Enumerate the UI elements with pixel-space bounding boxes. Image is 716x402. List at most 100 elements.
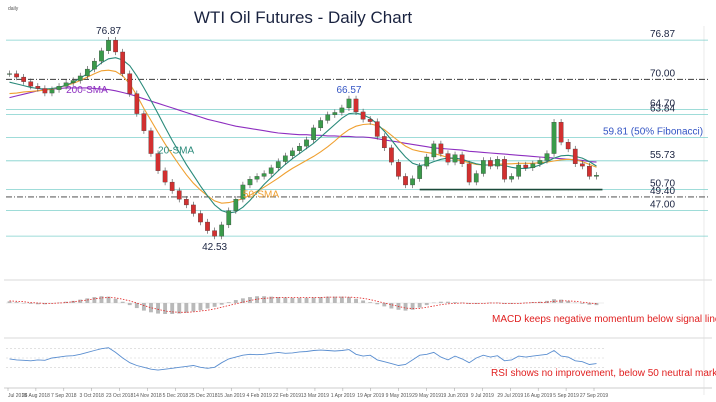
x-tick-label-13: 19 Apr 2019 xyxy=(357,393,384,399)
macd-bar-21 xyxy=(156,303,160,314)
x-tick-label-11: 13 Mar 2019 xyxy=(301,393,329,399)
candle-6 xyxy=(49,89,55,94)
macd-bar-15 xyxy=(113,298,118,303)
candle-2 xyxy=(21,76,27,82)
candle-27 xyxy=(198,213,203,223)
macd-bar-11 xyxy=(85,298,90,303)
macd-bar-33 xyxy=(240,298,245,303)
macd-bar-27 xyxy=(198,303,203,311)
candle-49 xyxy=(353,98,359,113)
x-tick-label-0: Jul 2018 xyxy=(8,393,27,399)
x-tick-label-3: 3 Oct 2018 xyxy=(79,393,104,399)
macd-comment: MACD keeps negative momentum below signa… xyxy=(492,314,716,325)
candle-1 xyxy=(14,73,19,78)
candle-44 xyxy=(318,120,324,129)
candle-22 xyxy=(162,170,168,183)
macd-bar-64 xyxy=(460,302,465,304)
macd-bar-37 xyxy=(269,296,274,303)
macd-bar-62 xyxy=(446,301,450,303)
macd-bar-2 xyxy=(21,303,26,304)
candle-29 xyxy=(212,230,217,237)
macd-bar-5 xyxy=(42,303,47,305)
chart-title: WTI Oil Futures - Daily Chart xyxy=(194,8,412,27)
macd-bar-12 xyxy=(92,297,97,303)
x-tick-label-2: 7 Sep 2018 xyxy=(51,393,77,399)
x-tick-label-4: 23 Oct 2018 xyxy=(106,393,133,399)
macd-bar-76 xyxy=(545,300,549,303)
candle-66 xyxy=(473,173,479,183)
macd-bar-67 xyxy=(481,303,486,304)
candle-26 xyxy=(191,204,196,214)
candle-47 xyxy=(339,107,345,113)
candle-46 xyxy=(332,112,338,115)
level-label-7: 49.40 xyxy=(650,186,675,197)
candle-12 xyxy=(92,60,97,70)
macd-bar-35 xyxy=(255,296,259,303)
x-tick-label-21: 27 Sep 2019 xyxy=(580,393,609,399)
candle-19 xyxy=(141,113,147,131)
macd-bar-42 xyxy=(304,297,309,303)
macd-bar-58 xyxy=(417,303,422,308)
candle-58 xyxy=(417,165,423,179)
candle-52 xyxy=(374,121,380,137)
macd-bar-50 xyxy=(361,300,366,303)
annotation-4: 20-SMA xyxy=(158,146,194,157)
candle-10 xyxy=(77,75,83,81)
candle-30 xyxy=(219,224,225,237)
macd-bar-8 xyxy=(64,301,69,303)
candle-13 xyxy=(99,50,104,62)
candle-59 xyxy=(424,156,430,167)
candle-36 xyxy=(261,173,267,177)
candle-39 xyxy=(282,155,288,162)
candle-20 xyxy=(148,130,154,154)
macd-bar-72 xyxy=(516,303,521,304)
macd-bar-52 xyxy=(375,303,380,305)
annotation-2: 42.53 xyxy=(202,242,227,253)
macd-bar-49 xyxy=(354,298,358,303)
macd-bar-40 xyxy=(290,297,295,303)
level-label-6: 50.70 xyxy=(650,179,675,190)
macd-bar-60 xyxy=(431,302,436,304)
macd-bar-73 xyxy=(523,302,528,304)
candle-51 xyxy=(367,119,373,122)
candle-80 xyxy=(572,148,578,164)
macd-bar-83 xyxy=(594,303,599,306)
candle-5 xyxy=(42,88,48,94)
macd-bar-4 xyxy=(35,303,40,305)
macd-bar-10 xyxy=(78,299,83,303)
level-label-4: 59.81 (50% Fibonacci) xyxy=(603,127,703,138)
candles xyxy=(7,37,599,240)
rsi-panel xyxy=(6,347,604,371)
macd-bar-3 xyxy=(28,303,33,304)
macd-bar-38 xyxy=(276,297,281,303)
candle-82 xyxy=(587,165,592,177)
candle-68 xyxy=(488,160,493,167)
level-label-8: 47.00 xyxy=(650,200,675,211)
annotation-0: 76.87 xyxy=(96,26,121,37)
candle-65 xyxy=(466,163,472,183)
level-label-1: 70.00 xyxy=(650,68,675,79)
x-tick-label-5: 14 Nov 2018 xyxy=(133,393,162,399)
candle-69 xyxy=(495,159,500,167)
candle-0 xyxy=(7,73,12,75)
candle-45 xyxy=(325,114,331,121)
x-tick-label-19: 16 Aug 2019 xyxy=(524,393,552,399)
macd-bar-16 xyxy=(120,301,125,303)
macd-bar-75 xyxy=(537,301,542,303)
macd-bar-17 xyxy=(127,303,132,306)
candle-60 xyxy=(431,143,437,158)
macd-bar-30 xyxy=(219,303,224,305)
x-tick-label-9: 4 Feb 2019 xyxy=(246,393,272,399)
candle-4 xyxy=(35,86,41,89)
candle-41 xyxy=(297,145,302,151)
macd-bar-29 xyxy=(212,303,217,307)
level-label-0: 76.87 xyxy=(650,29,675,40)
macd-bar-82 xyxy=(587,303,592,305)
macd-bar-14 xyxy=(106,296,111,303)
candle-54 xyxy=(389,147,394,163)
candle-23 xyxy=(169,181,175,191)
macd-panel xyxy=(6,296,604,314)
annotations: 76.87 66.57 42.53 200-SMA 20-SMA 50-SMA xyxy=(66,26,362,253)
candle-24 xyxy=(176,190,182,200)
